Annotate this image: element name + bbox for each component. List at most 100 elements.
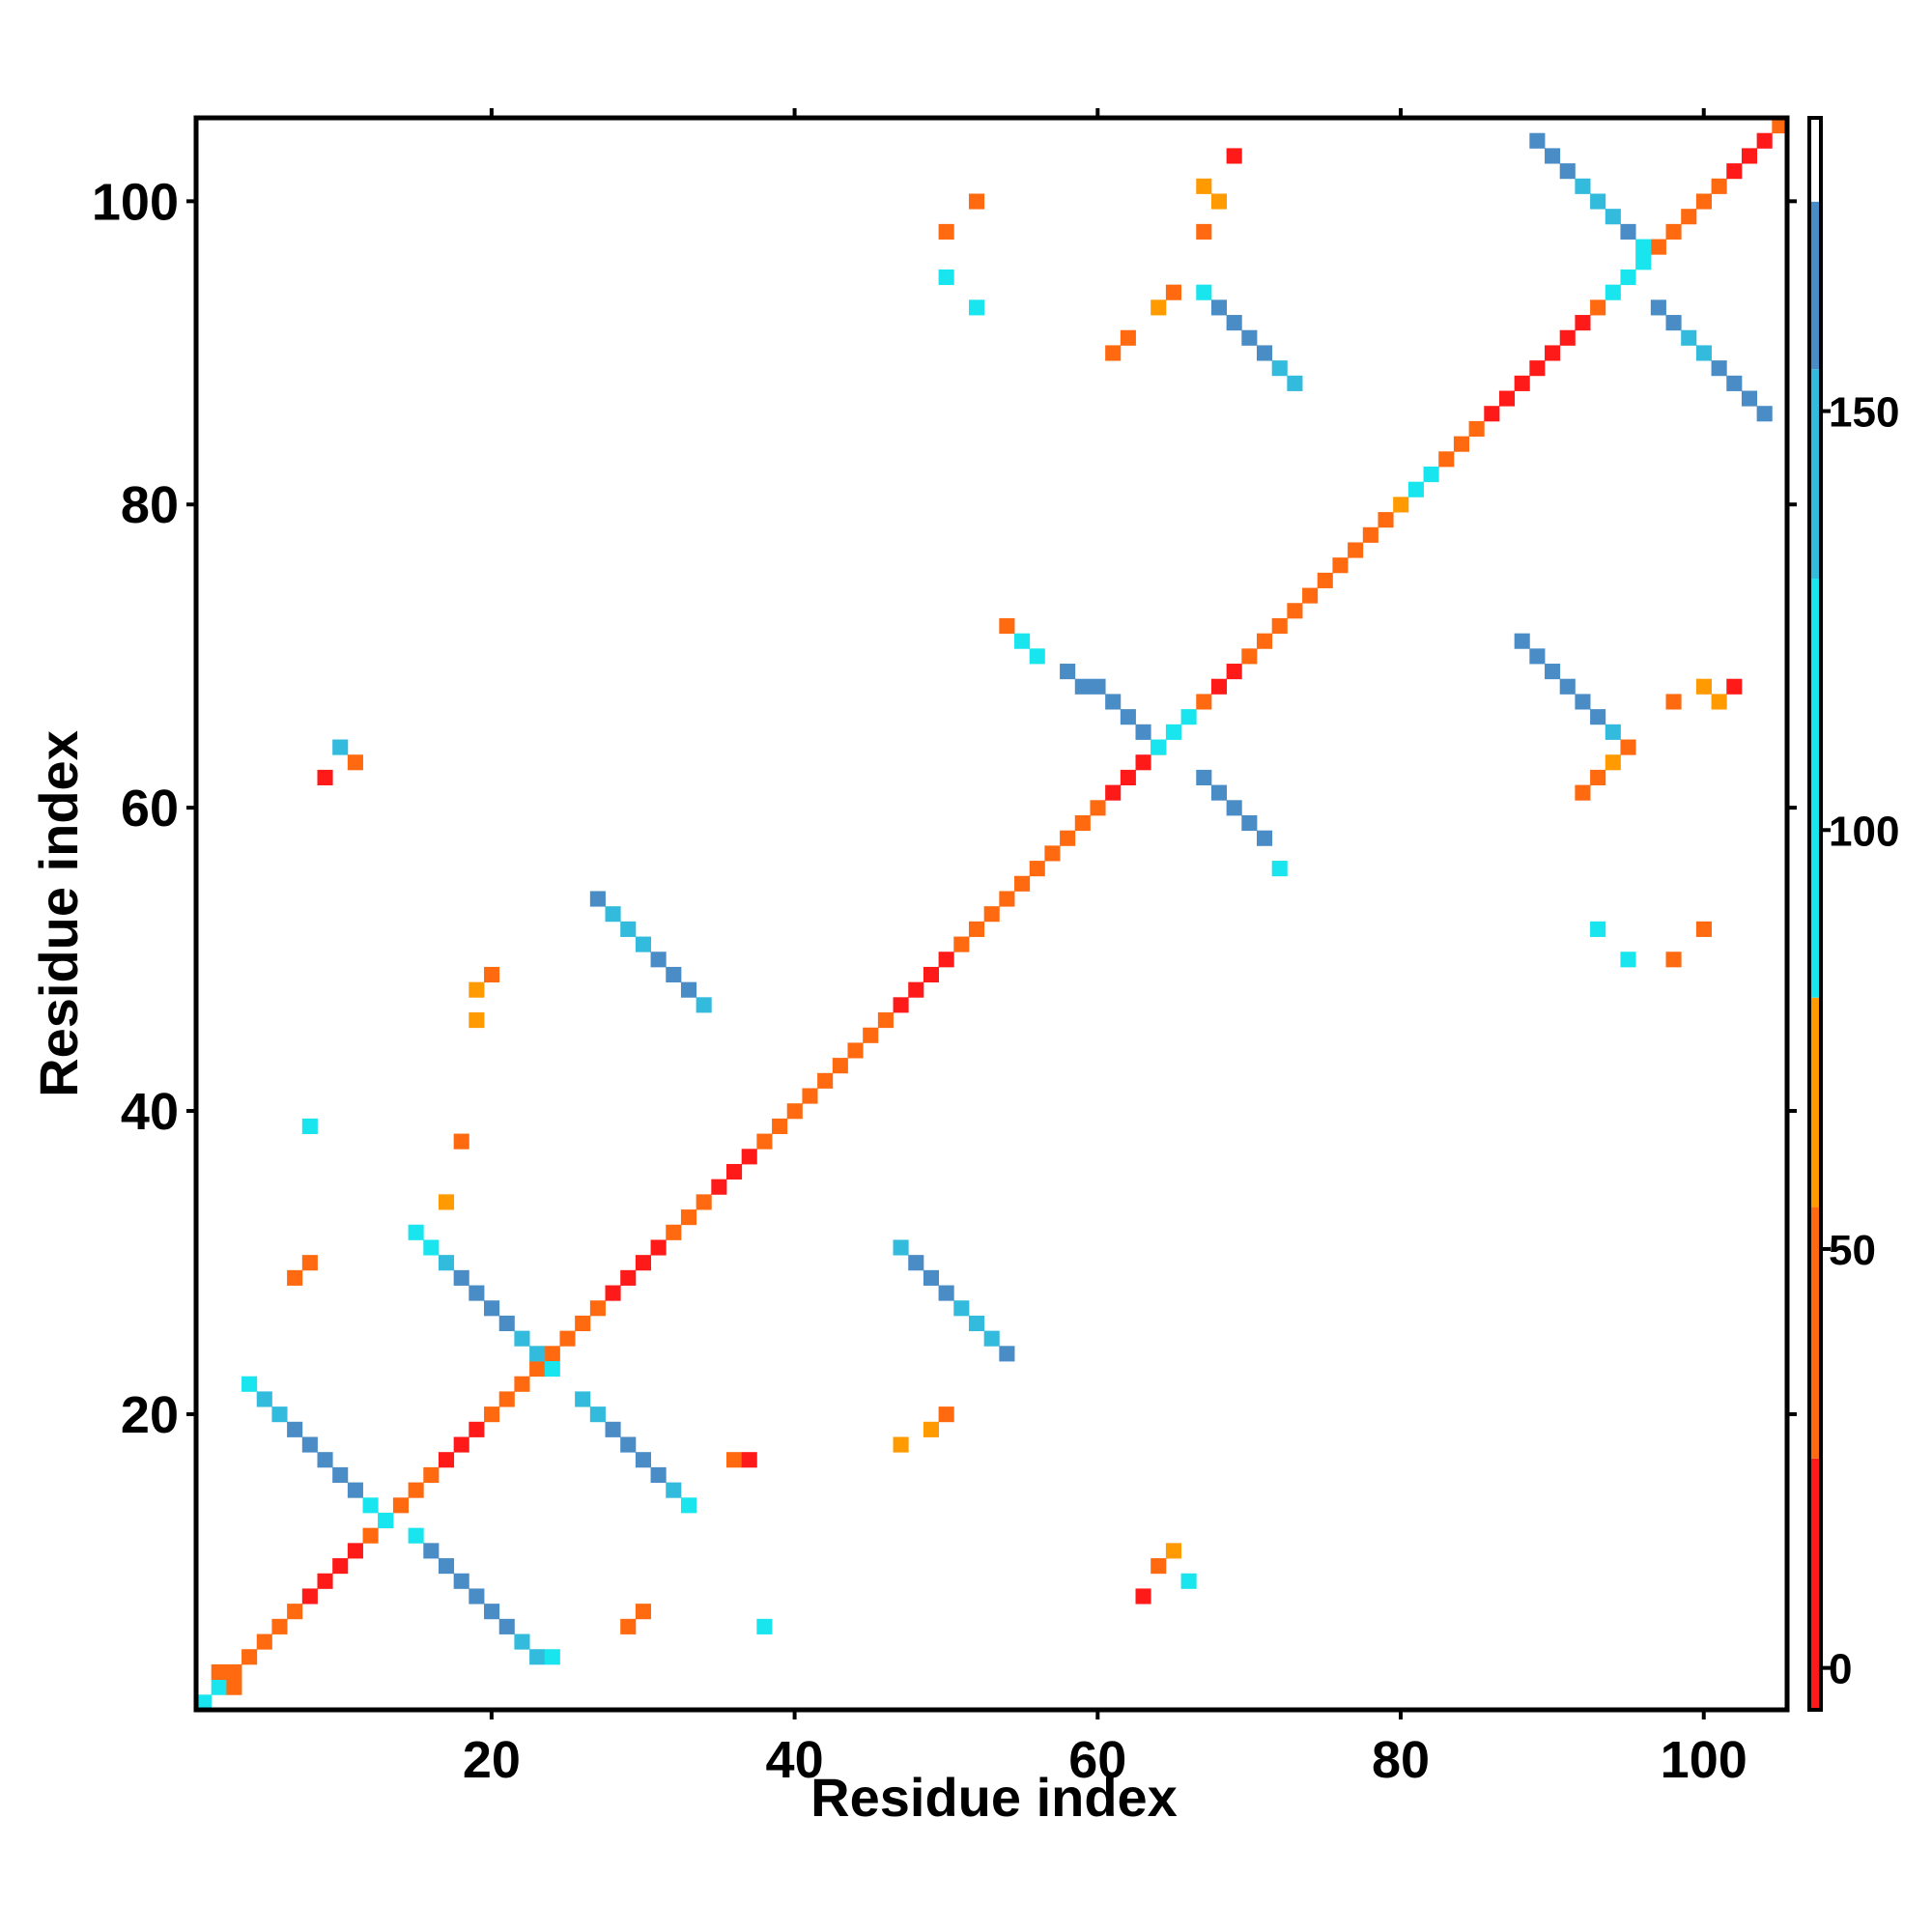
heatmap-cell bbox=[287, 1604, 303, 1620]
heatmap-cell bbox=[635, 1255, 651, 1271]
heatmap-cell bbox=[1241, 329, 1258, 346]
x-axis-ticks: 20 40 60 80 100 bbox=[463, 108, 1747, 1789]
heatmap-cell bbox=[1741, 390, 1758, 407]
heatmap-cell bbox=[1423, 466, 1439, 483]
heatmap-cell bbox=[484, 1300, 500, 1317]
heatmap-cell bbox=[1210, 299, 1228, 316]
colorbar-tick-label: 50 bbox=[1829, 1227, 1876, 1274]
heatmap-cell bbox=[1120, 329, 1136, 346]
heatmap-cell bbox=[1468, 420, 1485, 437]
heatmap-cell bbox=[242, 1649, 258, 1665]
heatmap-cell bbox=[1756, 406, 1773, 422]
heatmap-cell bbox=[1014, 875, 1031, 892]
heatmap-cell bbox=[1226, 664, 1242, 680]
colorbar-tick-label: 150 bbox=[1829, 389, 1899, 437]
heatmap-cell bbox=[1741, 148, 1758, 164]
heatmap-cell bbox=[1180, 1573, 1197, 1589]
heatmap-cell bbox=[1060, 664, 1076, 680]
colorbar-band bbox=[1809, 1207, 1821, 1459]
heatmap-cell bbox=[1590, 299, 1606, 316]
y-tick-label: 80 bbox=[121, 476, 179, 534]
heatmap-cell bbox=[863, 1027, 879, 1043]
heatmap-cell bbox=[196, 1694, 213, 1711]
heatmap-cell bbox=[1529, 360, 1546, 377]
heatmap-cell bbox=[498, 1618, 515, 1634]
heatmap-cell bbox=[1332, 557, 1349, 574]
heatmap-cell bbox=[453, 1573, 469, 1589]
heatmap-cell bbox=[226, 1679, 242, 1695]
heatmap-cell bbox=[514, 1330, 530, 1347]
heatmap-cell bbox=[847, 1042, 864, 1059]
heatmap-cell bbox=[1545, 664, 1561, 680]
heatmap-cell bbox=[484, 1604, 500, 1620]
heatmap-cell bbox=[817, 1072, 834, 1089]
heatmap-cell bbox=[544, 1649, 560, 1665]
heatmap-cell bbox=[1165, 284, 1181, 300]
heatmap-cell bbox=[362, 1497, 379, 1514]
heatmap-cell bbox=[635, 1452, 651, 1468]
heatmap-cell bbox=[1180, 709, 1197, 725]
heatmap-cell bbox=[635, 1604, 651, 1620]
heatmap-cell bbox=[666, 1224, 682, 1240]
heatmap-cell bbox=[1620, 739, 1636, 755]
heatmap-cell bbox=[1241, 648, 1258, 665]
heatmap-cell bbox=[968, 193, 985, 210]
heatmap-cell bbox=[1590, 769, 1606, 785]
heatmap-cell bbox=[741, 1452, 757, 1468]
heatmap-cell bbox=[1105, 345, 1122, 361]
heatmap-cell bbox=[1196, 769, 1212, 785]
heatmap-cell bbox=[287, 1269, 303, 1286]
heatmap-cell bbox=[923, 966, 939, 983]
heatmap-cell bbox=[408, 1527, 424, 1544]
heatmap-cell bbox=[1196, 694, 1212, 710]
heatmap-cell bbox=[786, 1103, 803, 1120]
heatmap-cell bbox=[1302, 587, 1319, 604]
heatmap-cell bbox=[544, 1346, 560, 1362]
heatmap-cell bbox=[1484, 406, 1500, 422]
heatmap-cell bbox=[1393, 497, 1409, 513]
colorbar: 0 50 100 150 bbox=[1807, 116, 1899, 1712]
heatmap-cell bbox=[1605, 724, 1621, 740]
heatmap-cell bbox=[756, 1133, 773, 1150]
heatmap-cell bbox=[999, 617, 1015, 635]
heatmap-cell bbox=[1545, 345, 1561, 361]
heatmap-cell bbox=[1695, 678, 1712, 695]
heatmap-cell bbox=[544, 1361, 560, 1378]
heatmap-cell bbox=[469, 1285, 485, 1301]
heatmap-cell bbox=[1014, 633, 1031, 649]
heatmap-cell bbox=[877, 1012, 894, 1029]
heatmap-cell bbox=[1650, 299, 1666, 316]
heatmap-cell bbox=[1257, 345, 1273, 361]
heatmap-cell bbox=[1681, 329, 1697, 346]
heatmap-cell bbox=[392, 1497, 409, 1514]
heatmap-cell bbox=[1620, 952, 1636, 968]
heatmap-cell bbox=[908, 981, 924, 998]
heatmap-cell bbox=[1271, 360, 1288, 377]
heatmap-cell bbox=[1226, 148, 1242, 164]
heatmap-cell bbox=[1196, 178, 1212, 194]
heatmap-cell bbox=[983, 906, 1000, 923]
heatmap-cell bbox=[756, 1618, 773, 1634]
heatmap-cell bbox=[256, 1634, 272, 1650]
heatmap-cell bbox=[332, 1466, 349, 1483]
heatmap-cell bbox=[347, 754, 363, 771]
heatmap-cell bbox=[256, 1391, 272, 1407]
colorbar-band bbox=[1809, 201, 1821, 370]
heatmap-cell bbox=[1635, 254, 1652, 270]
heatmap-cell bbox=[453, 1133, 469, 1150]
heatmap-cell bbox=[1105, 784, 1122, 801]
heatmap-cell bbox=[1756, 132, 1773, 149]
heatmap-cell bbox=[1514, 633, 1530, 649]
heatmap-cell bbox=[1711, 694, 1727, 710]
heatmap-cell bbox=[1695, 193, 1712, 210]
heatmap-cell bbox=[226, 1663, 242, 1681]
heatmap-cell bbox=[484, 1406, 500, 1423]
heatmap-cell bbox=[1620, 223, 1636, 240]
colorbar-tick-label: 100 bbox=[1829, 808, 1899, 855]
heatmap-cell bbox=[332, 739, 349, 755]
heatmap-cell bbox=[696, 1194, 712, 1210]
colorbar-band bbox=[1809, 118, 1821, 202]
heatmap-cell bbox=[938, 1285, 954, 1301]
heatmap-cell bbox=[908, 1255, 924, 1271]
heatmap-cell bbox=[1348, 542, 1364, 558]
